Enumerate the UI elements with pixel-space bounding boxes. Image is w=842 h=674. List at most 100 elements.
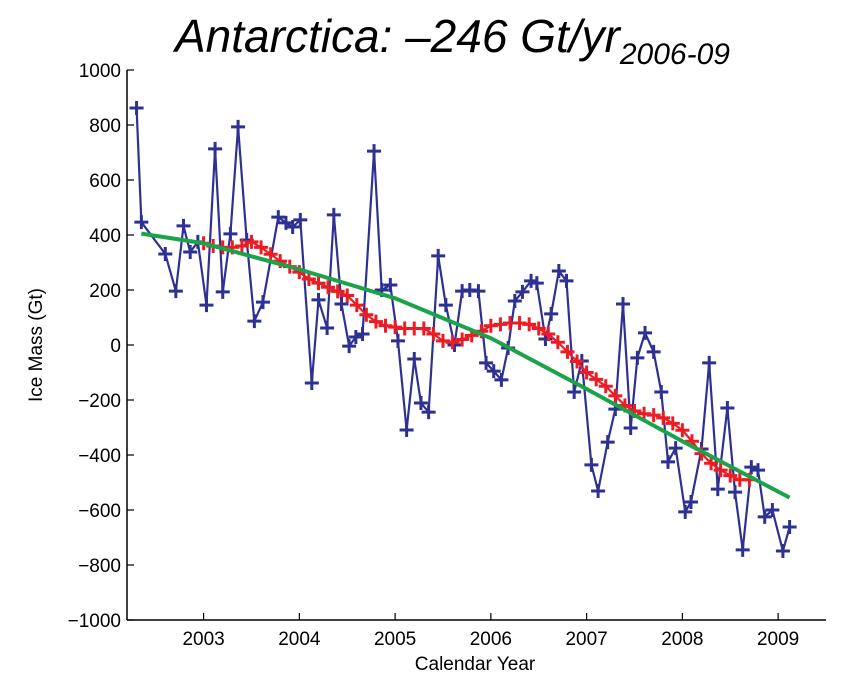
data-point-marker [678,504,693,519]
data-point-marker [702,355,717,370]
data-point-marker [330,284,345,299]
data-point-marker [623,421,638,436]
data-point-marker [383,278,398,293]
data-point-marker [320,320,335,335]
data-point-marker [340,288,355,303]
data-point-marker [656,410,671,425]
data-point-marker [421,405,436,420]
data-point-marker [591,484,606,499]
data-point-marker [744,460,759,475]
data-point-marker [710,482,725,497]
data-point-marker [399,422,414,437]
title-subscript: 2006-09 [619,38,730,71]
data-point-marker [471,284,486,299]
data-point-marker [349,298,364,313]
data-point-marker [598,379,613,394]
data-point-marker [486,364,501,379]
data-point-marker [775,543,790,558]
y-tick-label: −800 [78,556,121,577]
data-point-marker [531,321,546,336]
y-tick-label: 200 [89,281,121,302]
data-point-marker [567,385,582,400]
data-point-marker [589,372,604,387]
data-point-marker [368,314,383,329]
y-tick-label: −1000 [68,611,121,632]
data-point-marker [654,385,669,400]
data-point-marker [782,520,797,535]
data-point-marker [129,100,144,115]
data-point-marker [438,298,453,313]
y-tick-label: 1000 [79,61,121,82]
data-point-marker [231,119,246,134]
data-point-marker [431,248,446,263]
data-point-marker [326,207,341,222]
data-point-marker [479,355,494,370]
data-point-marker [244,234,259,249]
x-tick-label: 2008 [661,629,703,650]
data-point-marker [254,240,269,255]
data-point-marker [285,220,300,235]
x-tick-label: 2007 [565,629,607,650]
data-point-marker [271,210,286,225]
data-point-marker [735,542,750,557]
data-point-marker [342,339,357,354]
data-point-marker [183,245,198,260]
data-point-marker [247,314,262,329]
title-main: Antarctica: –246 Gt/yr [172,10,622,62]
data-point-marker [447,338,462,352]
data-point-marker [455,332,470,347]
y-axis-label: Ice Mass (Gt) [26,288,47,402]
x-tick-label: 2009 [757,629,799,650]
series-line [135,107,791,556]
y-tick-label: 800 [89,116,121,137]
data-point-marker [355,327,370,341]
x-tick-label: 2005 [374,629,416,650]
data-point-marker [311,292,326,307]
data-point-marker [646,344,661,359]
data-point-marker [445,335,460,350]
series-line [141,231,791,500]
data-point-marker [426,327,441,341]
data-point-marker [158,246,173,261]
data-point-marker [208,141,223,156]
y-tick-label: −600 [78,501,121,522]
data-point-marker [661,454,676,469]
data-point-marker [367,144,382,159]
data-point-marker [668,441,683,456]
data-point-marker [728,485,743,500]
data-point-marker [529,276,544,291]
y-tick-label: 0 [110,336,121,357]
x-tick-label: 2003 [182,629,224,650]
data-point-marker [304,375,319,390]
data-point-marker [215,284,230,299]
data-point-marker [570,354,585,369]
data-point-marker [550,335,565,350]
data-point-marker [348,330,363,345]
x-tick-label: 2004 [278,629,321,650]
data-point-marker [176,218,191,233]
data-point-marker [334,297,349,312]
data-point-marker [616,297,631,312]
data-point-marker [560,344,575,359]
data-point-marker [713,463,728,478]
data-point-marker [255,295,270,310]
data-point-marker [600,435,615,450]
data-point-marker [199,298,214,313]
data-point-marker [646,408,661,423]
data-point-marker [416,321,431,336]
data-point-marker [263,247,278,262]
data-point-marker [665,416,680,431]
y-tick-label: −400 [78,446,121,467]
x-tick-label: 2006 [470,629,512,650]
data-point-marker [494,372,509,387]
data-point-marker [293,212,308,227]
data-point-marker [390,333,405,348]
data-point-marker [608,388,623,403]
y-tick-label: 600 [89,171,121,192]
y-tick-label: 400 [89,226,121,247]
data-point-marker [407,352,422,367]
data-point-marker [630,350,645,365]
data-point-marker [321,280,336,295]
data-point-marker [757,509,772,524]
